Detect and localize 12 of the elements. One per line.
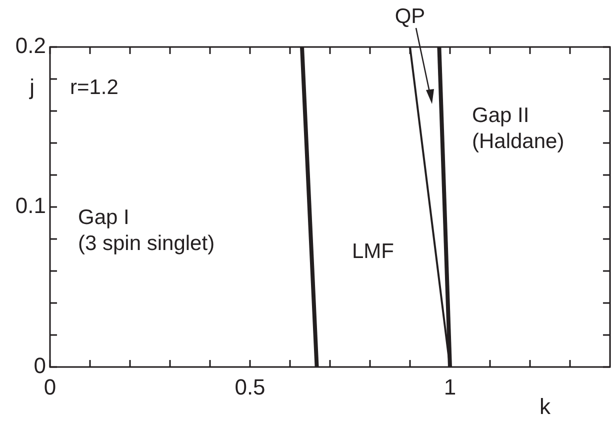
y-tick-label: 0.1	[15, 193, 46, 218]
annotation: Gap II (Haldane)	[472, 104, 564, 153]
annotation: LMF	[352, 240, 394, 263]
x-axis-title: k	[540, 394, 552, 420]
y-axis-title: j	[28, 74, 34, 100]
y-tick-label: 0	[34, 353, 46, 378]
text: QP	[394, 4, 426, 28]
y-tick-label: 0.2	[15, 33, 46, 58]
x-tick-label: 0.5	[234, 374, 266, 400]
annotation: r=1.2	[70, 76, 118, 99]
annotation: Gap I (3 spin singlet)	[78, 206, 215, 255]
x-tick-label: 1	[444, 374, 456, 400]
